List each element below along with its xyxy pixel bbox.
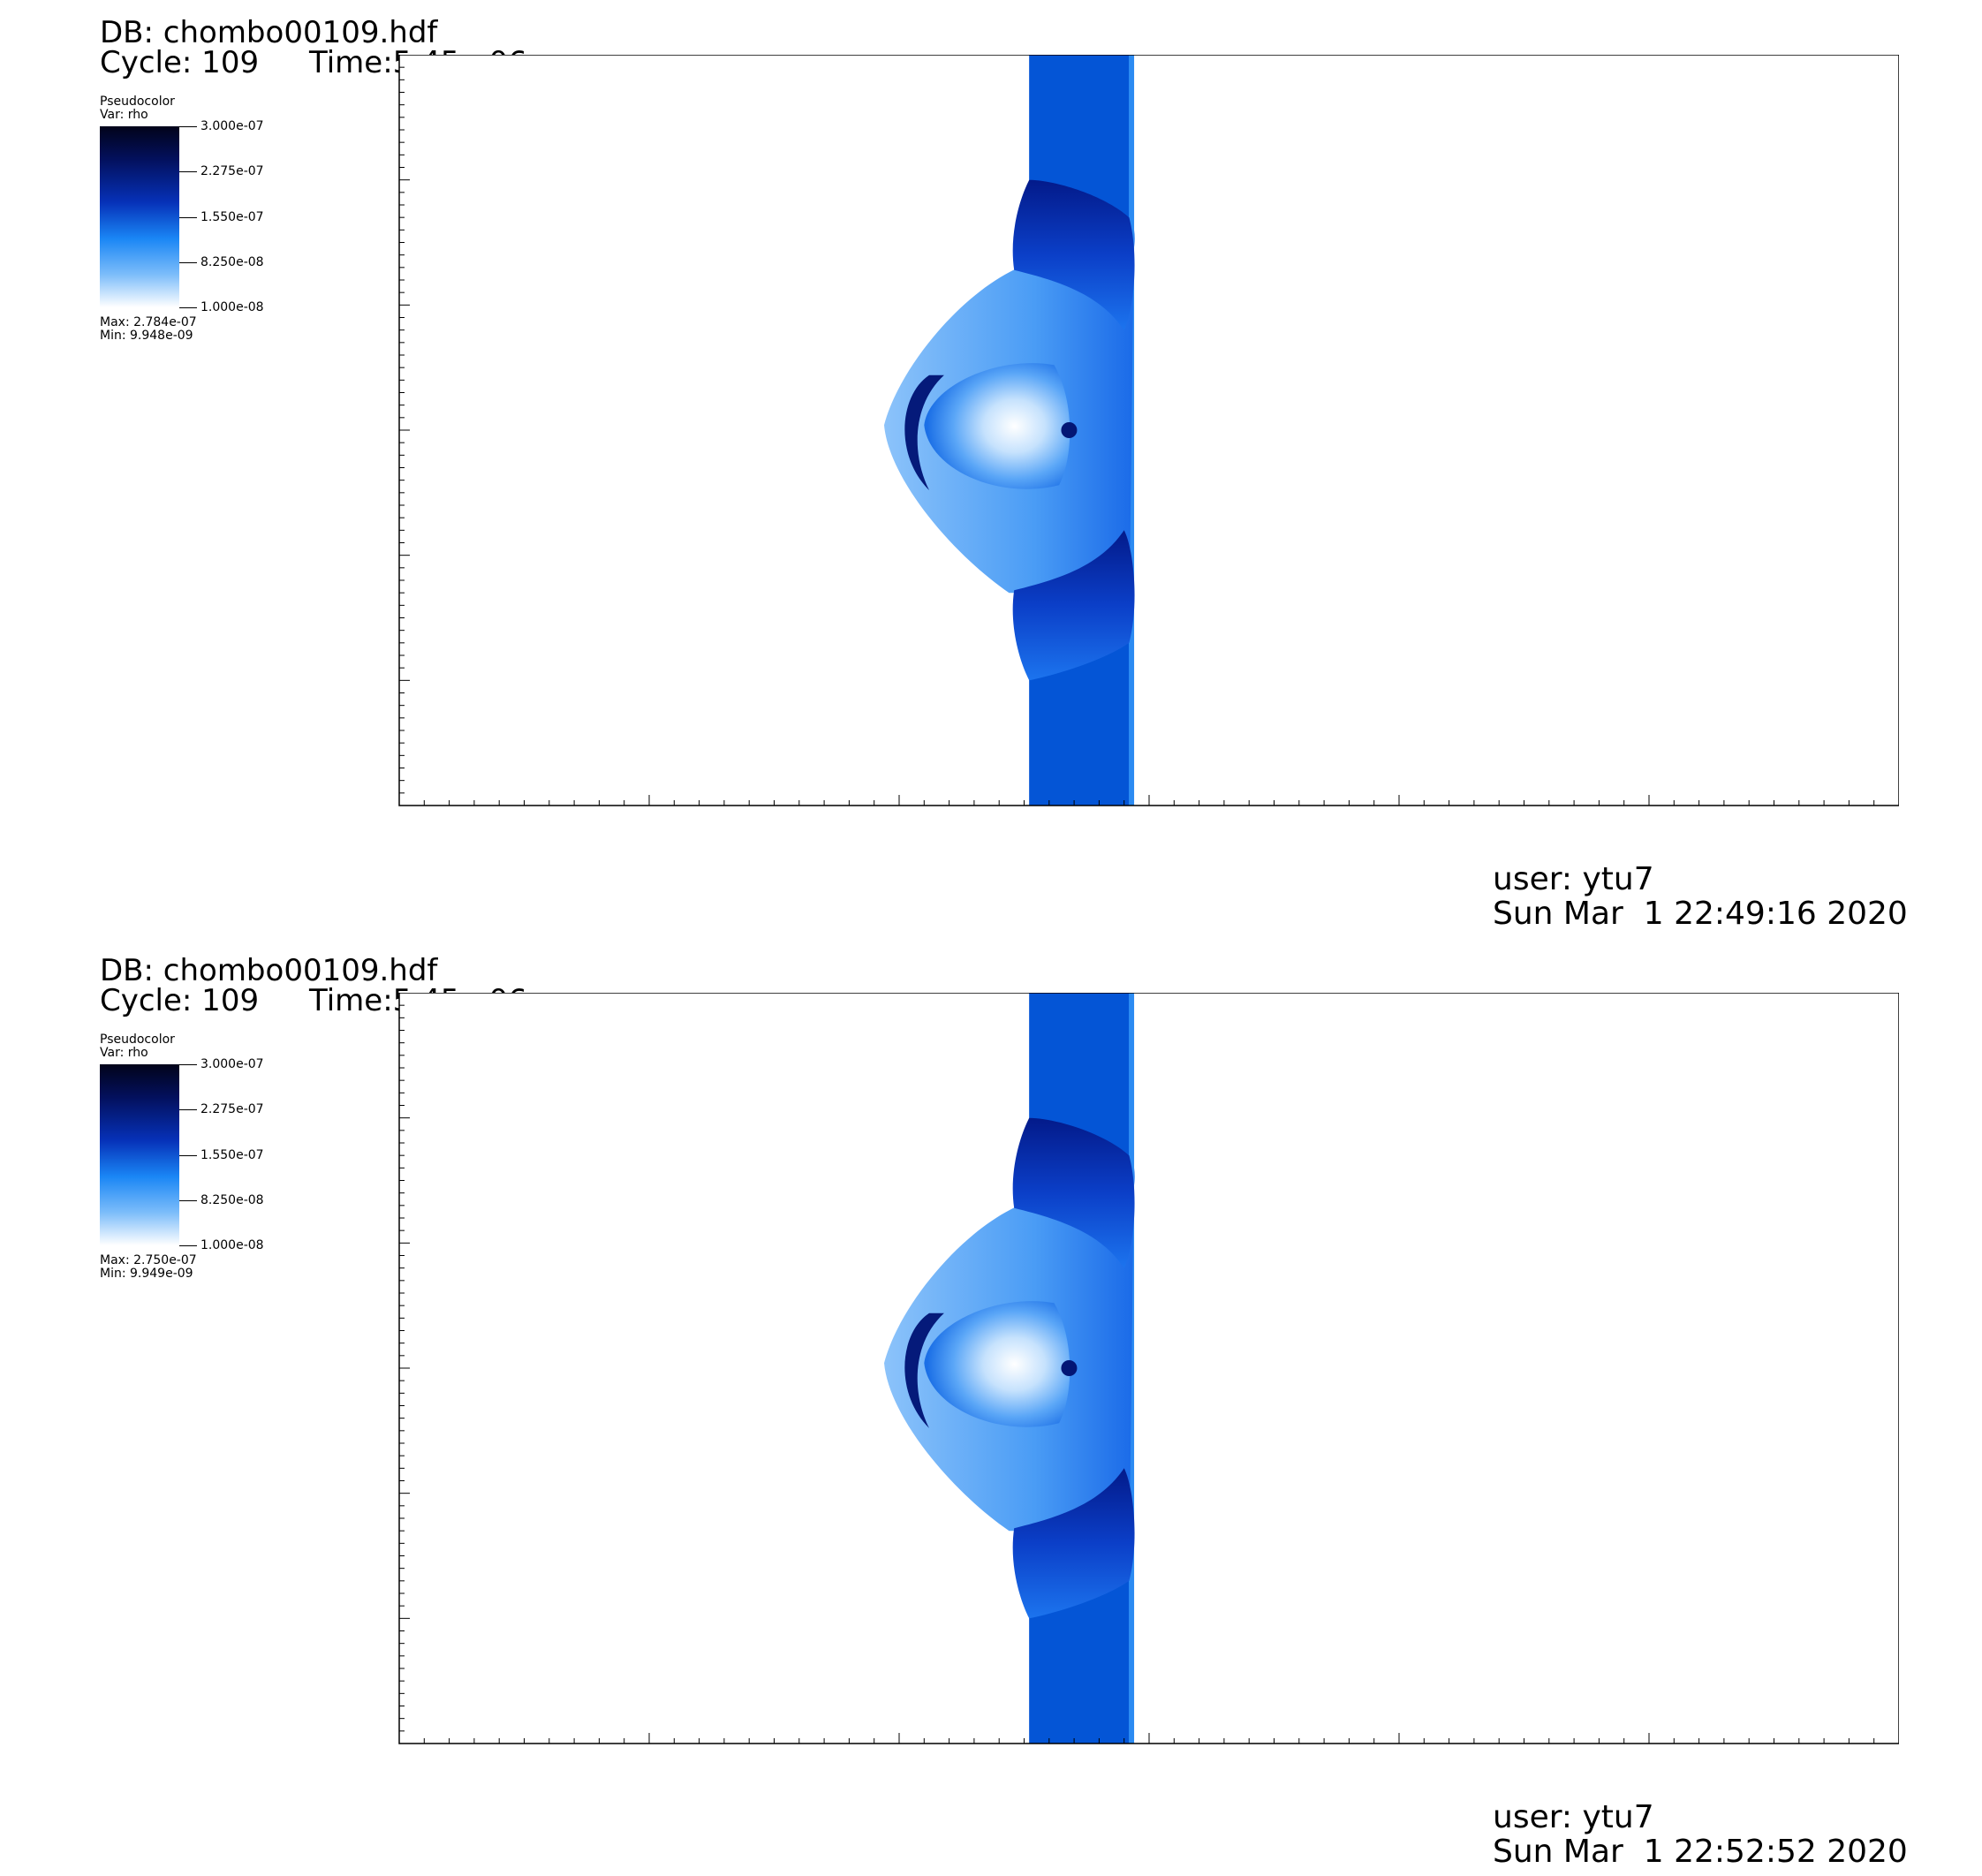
field-background [399, 993, 1899, 1744]
upper-cap [1012, 1117, 1135, 1268]
colorbar-tick-label: 3.000e-07 [200, 119, 264, 133]
cycle-label: Cycle: 109 [100, 45, 260, 80]
user-label: user: ytu7 [1493, 1799, 1654, 1835]
colorbar-tick [179, 262, 197, 263]
legend-title: Pseudocolor [100, 1033, 175, 1047]
low-density-cavity [924, 1301, 1070, 1427]
dense-rim [904, 374, 944, 490]
lower-cap [1012, 530, 1135, 681]
colorbar-tick [179, 307, 197, 308]
colorbar-tick-label: 1.000e-08 [200, 300, 264, 314]
legend-max: Max: 2.750e-07 [100, 1253, 197, 1267]
colorbar [100, 1064, 179, 1245]
user-label: user: ytu7 [1493, 861, 1654, 897]
plot-panel-2: DB: chombo00109.hdf Cycle: 109 Time:5.45… [0, 938, 1982, 1876]
colorbar-tick [179, 126, 197, 127]
central-clump [1061, 1360, 1078, 1376]
db-label: DB: chombo00109.hdf [100, 15, 438, 50]
colorbar-tick-label: 2.275e-07 [200, 1102, 264, 1116]
colorbar-tick-label: 8.250e-08 [200, 1193, 264, 1207]
colorbar-tick-label: 1.550e-07 [200, 1148, 264, 1162]
colorbar-tick-label: 2.275e-07 [200, 164, 264, 178]
colorbar-tick [179, 1200, 197, 1201]
colorbar-tick [179, 171, 197, 172]
legend-min: Min: 9.948e-09 [100, 329, 193, 343]
db-label: DB: chombo00109.hdf [100, 953, 438, 988]
colorbar-tick [179, 217, 197, 218]
field-background [399, 55, 1899, 806]
plot-panel-1: DB: chombo00109.hdf Cycle: 109 Time:5.45… [100, 15, 1908, 932]
density-field [399, 993, 1899, 1744]
legend-min: Min: 9.949e-09 [100, 1267, 193, 1281]
colorbar-tick-label: 1.000e-08 [200, 1238, 264, 1252]
colorbar-tick-label: 1.550e-07 [200, 210, 264, 224]
colorbar-tick-label: 3.000e-07 [200, 1057, 264, 1071]
cycle-label: Cycle: 109 [100, 983, 260, 1018]
colorbar [100, 126, 179, 307]
legend-max: Max: 2.784e-07 [100, 315, 197, 329]
colorbar-tick [179, 1064, 197, 1065]
pseudocolor-plot [398, 55, 1899, 806]
upper-cap [1012, 179, 1135, 330]
pseudocolor-plot [398, 993, 1899, 1744]
date-label: Sun Mar 1 22:49:16 2020 [1493, 896, 1908, 932]
legend-var: Var: rho [100, 108, 148, 122]
colorbar-tick-label: 8.250e-08 [200, 255, 264, 269]
colorbar-tick [179, 1109, 197, 1110]
low-density-cavity [924, 363, 1070, 489]
colorbar-tick [179, 1155, 197, 1156]
legend-title: Pseudocolor [100, 95, 175, 109]
legend-var: Var: rho [100, 1046, 148, 1060]
colorbar-tick [179, 1245, 197, 1246]
central-clump [1061, 422, 1078, 438]
date-label: Sun Mar 1 22:52:52 2020 [1493, 1834, 1908, 1870]
lower-cap [1012, 1468, 1135, 1619]
dense-rim [904, 1312, 944, 1428]
density-field [399, 55, 1899, 806]
